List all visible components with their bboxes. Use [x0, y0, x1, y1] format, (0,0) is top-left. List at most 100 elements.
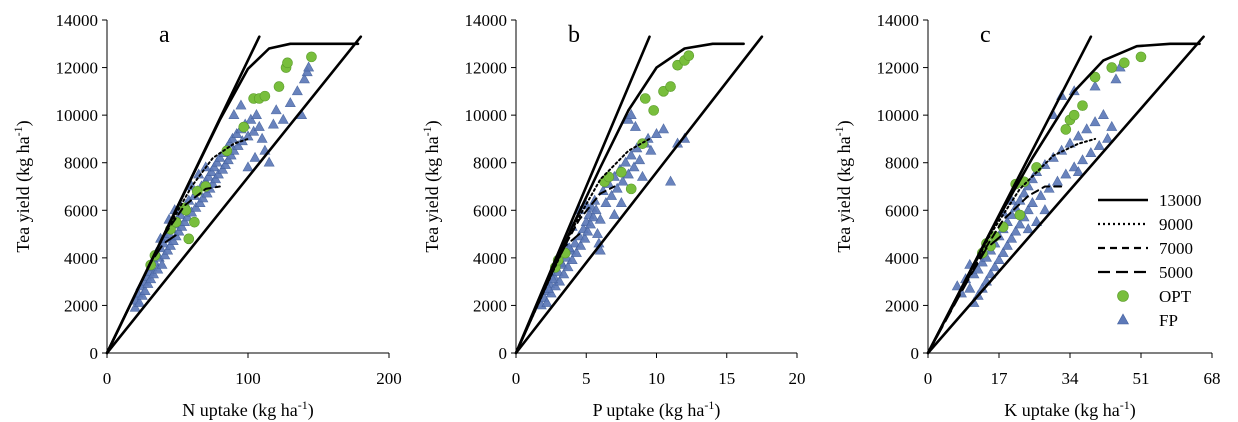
fp-point	[263, 156, 275, 167]
fp-point	[989, 261, 1001, 272]
fp-point	[291, 85, 303, 96]
x-tick-label: 51	[1133, 369, 1150, 388]
opt-point	[639, 93, 651, 104]
fp-point	[658, 123, 670, 134]
x-tick-label: 5	[582, 369, 591, 388]
opt-point	[221, 145, 233, 157]
x-tick-label: 68	[1204, 369, 1221, 388]
fp-point	[298, 73, 310, 84]
fp-point	[634, 154, 646, 165]
y-tick-label: 14000	[465, 11, 508, 30]
fp-point	[284, 97, 296, 108]
opt-point	[183, 233, 195, 245]
y-tick-label: 8000	[473, 154, 507, 173]
legend: 13000 9000 7000 5000 OPT FP	[1098, 191, 1202, 330]
fp-point	[587, 211, 599, 222]
y-tick-label: 4000	[64, 249, 98, 268]
fp-point	[1072, 166, 1084, 177]
x-tick-label: 0	[103, 369, 112, 388]
y-tick-label: 12000	[877, 59, 920, 78]
curve-5000	[106, 233, 179, 354]
fp-point	[606, 189, 618, 200]
y-tick-label: 14000	[877, 11, 920, 30]
opt-point	[616, 166, 627, 178]
fp-point	[1064, 137, 1076, 148]
y-tick-label: 8000	[885, 154, 919, 173]
fp-point	[228, 109, 240, 119]
fp-point	[558, 268, 570, 279]
fp-point	[600, 197, 612, 207]
opt-point	[306, 51, 317, 63]
fp-point	[590, 204, 602, 215]
fp-point	[1106, 120, 1118, 131]
fp-point	[1085, 147, 1097, 157]
fp-point	[1031, 216, 1043, 226]
opt-point	[665, 81, 676, 92]
fp-point	[951, 280, 963, 291]
y-tick-label: 6000	[473, 201, 507, 220]
fp-point	[1102, 132, 1114, 143]
opt-point	[1106, 62, 1118, 73]
panel-letter: a	[159, 22, 170, 48]
boundary-lower-line	[514, 35, 764, 355]
legend-label: 9000	[1159, 215, 1193, 234]
x-tick-label: 15	[718, 369, 735, 388]
fp-point	[569, 237, 581, 248]
x-axis-title: P uptake (kg ha-1)	[593, 398, 721, 421]
opt-point	[683, 50, 695, 61]
y-tick-label: 2000	[885, 296, 919, 315]
y-tick-label: 12000	[465, 59, 508, 78]
fp-point	[997, 246, 1009, 257]
fp-point	[615, 197, 627, 207]
opt-point	[273, 81, 285, 92]
y-tick-label: 8000	[64, 154, 98, 173]
legend-item-fp: FP	[1116, 311, 1178, 330]
fp-point	[620, 156, 632, 167]
fp-point	[1051, 175, 1063, 186]
fp-point	[608, 208, 620, 219]
fp-point	[1043, 182, 1055, 193]
opt-point	[637, 138, 648, 149]
fp-point	[594, 213, 606, 224]
y-tick-label: 2000	[473, 296, 507, 315]
fp-point	[1022, 223, 1034, 234]
y-tick-label: 10000	[877, 106, 920, 125]
y-tick-label: 14000	[56, 11, 99, 30]
fp-point	[1089, 80, 1101, 91]
fp-point	[253, 120, 265, 131]
y-tick-label: 0	[90, 344, 99, 363]
legend-item-9000: 9000	[1098, 215, 1193, 234]
x-tick-label: 17	[991, 369, 1009, 388]
y-tick-label: 10000	[465, 106, 508, 125]
curve-9000	[927, 137, 1097, 354]
fp-point	[625, 149, 637, 160]
legend-item-13000: 13000	[1098, 191, 1202, 210]
fp-point	[628, 161, 640, 172]
fp-point	[575, 239, 587, 250]
legend-symbol-opt	[1117, 290, 1129, 302]
fp-point	[625, 109, 637, 119]
y-tick-label: 10000	[56, 106, 99, 125]
fp-point	[1035, 189, 1047, 200]
fp-point	[993, 254, 1005, 265]
fp-point	[303, 61, 315, 72]
panel-c: 0 2000 4000 6000 8000 10000 12000 14000 0 17 34 51 6…	[832, 11, 1221, 421]
fp-point	[1022, 204, 1034, 215]
fp-point	[617, 175, 629, 186]
x-tick-label: 20	[789, 369, 806, 388]
fp-point	[1093, 139, 1105, 150]
curve-5000	[927, 233, 1005, 354]
y-tick-label: 4000	[885, 249, 919, 268]
fp-point	[242, 161, 254, 172]
fp-point	[267, 118, 279, 129]
fp-point	[256, 132, 268, 143]
curve-7000	[927, 185, 1063, 354]
fp-point	[591, 227, 603, 238]
fp-point	[636, 170, 648, 181]
fp-point	[645, 144, 657, 155]
x-tick-label: 0	[924, 369, 933, 388]
fp-point	[1006, 232, 1018, 243]
opt-point	[1118, 57, 1130, 69]
fp-point	[270, 104, 282, 115]
